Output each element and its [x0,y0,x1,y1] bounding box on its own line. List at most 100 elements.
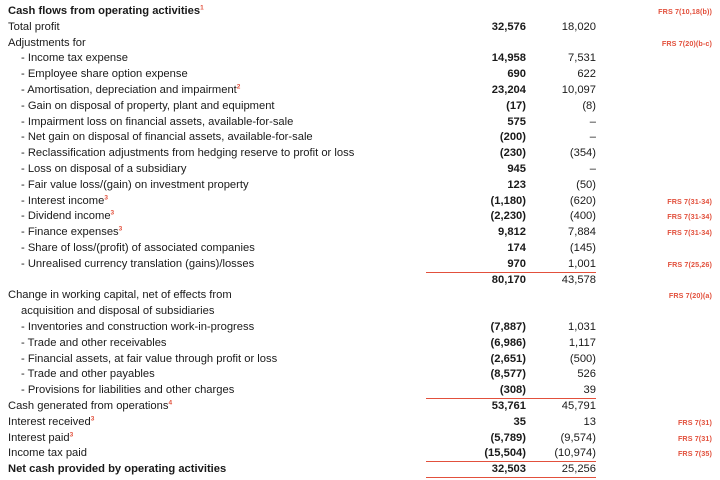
frs-reference: FRS 7(20)(a) [668,291,712,301]
statement-row: - Employee share option expense 690 622 [8,67,712,83]
statement-row: - Inventories and construction work-in-p… [8,320,712,336]
row-label: - Impairment loss on financial assets, a… [8,115,426,131]
prior-year-value: (500) [569,352,596,365]
statement-row: - Finance expenses3 9,812 7,884 FRS 7(31… [8,225,712,241]
current-year-value: (2,230) [490,210,526,223]
guidance-note-superscript: 3 [104,193,108,201]
row-label: - Share of loss/(profit) of associated c… [8,241,426,257]
prior-year-value: 25,256 [561,463,596,476]
row-label: - Amortisation, depreciation and impairm… [8,83,426,99]
current-year-value: 53,761 [491,399,526,412]
prior-year-value: 43,578 [561,273,596,286]
prior-year-value: 45,791 [561,399,596,412]
current-year-value: 32,503 [491,463,526,476]
frs-reference: FRS 7(31-34) [667,212,712,222]
guidance-note-superscript: 3 [69,430,74,438]
statement-row: Income tax paid (15,504) (10,974) FRS 7(… [8,446,712,463]
statement-row: - Interest income3 (1,180) (620) FRS 7(3… [8,194,712,210]
row-values: (230) (354) [426,146,596,162]
current-year-value: 575 [507,115,526,128]
row-values: 690 622 [426,67,596,83]
current-year-value: 23,204 [491,83,526,96]
row-label-text: - Amortisation, depreciation and impairm… [21,83,237,96]
row-values: 53,761 45,791 [426,399,596,415]
guidance-note-superscript: 3 [118,225,123,233]
row-values: 174 (145) [426,241,596,257]
row-label: - Income tax expense [8,51,426,67]
row-label-text: Interest paid [8,431,70,444]
row-label-text: acquisition and disposal of subsidiaries [21,305,215,318]
prior-year-value: 39 [583,384,596,397]
current-year-value: 9,812 [498,226,526,239]
row-values: 35 13 [426,415,596,431]
prior-year-value: 1,117 [568,336,596,349]
statement-row: - Trade and other receivables (6,986) 1,… [8,336,712,352]
statement-row: Interest received3 35 13 FRS 7(31) [8,415,712,431]
frs-reference: FRS 7(20)(b-c) [661,38,712,48]
statement-row: - Reclassification adjustments from hedg… [8,146,712,162]
row-label-text: - Trade and other receivables [21,336,167,349]
current-year-value: 123 [507,178,526,191]
row-values: (5,789) (9,574) [426,431,596,447]
row-values [426,36,596,52]
row-label-text: Net cash provided by operating activitie… [8,463,227,476]
row-label-text: - Loss on disposal of a subsidiary [21,162,187,175]
prior-year-value: (10,974) [554,447,596,460]
row-label-text: - Trade and other payables [21,368,155,381]
current-year-value: (6,986) [490,336,526,349]
row-values: 123 (50) [426,178,596,194]
guidance-note-superscript: 3 [90,414,95,422]
statement-row: Total profit 32,576 18,020 [8,20,712,36]
row-label: - Fair value loss/(gain) on investment p… [8,178,426,194]
row-values: (200) – [426,130,596,146]
statement-row: Change in working capital, net of effect… [8,288,712,304]
frs-reference: FRS 7(31-34) [667,228,712,238]
row-label: Total profit [8,20,426,36]
row-label-text: - Employee share option expense [21,68,188,81]
row-label: Cash generated from operations4 [8,399,426,415]
current-year-value: 970 [507,257,526,270]
current-year-value: (2,651) [490,352,526,365]
current-year-value: 174 [507,241,526,254]
row-label: - Reclassification adjustments from hedg… [8,146,426,162]
prior-year-value: 1,031 [568,320,596,333]
current-year-value: (200) [499,131,526,144]
statement-row: Adjustments for FRS 7(20)(b-c) [8,36,712,52]
row-label: Adjustments for [8,36,426,52]
guidance-note-superscript: 1 [200,4,204,12]
row-label-text: Total profit [8,20,60,33]
row-label-text: Change in working capital, net of effect… [8,289,232,302]
row-label: - Unrealised currency translation (gains… [8,257,426,273]
row-label-text: - Impairment loss on financial assets, a… [21,115,294,128]
current-year-value: (5,789) [490,431,526,444]
row-label-text: Cash generated from operations [8,399,169,412]
row-values: 32,503 25,256 [426,462,596,478]
prior-year-value: – [589,162,596,175]
current-year-value: (1,180) [490,194,526,207]
row-values: (17) (8) [426,99,596,115]
statement-row: Cash generated from operations4 53,761 4… [8,399,712,415]
statement-row: - Share of loss/(profit) of associated c… [8,241,712,257]
row-label-text: - Inventories and construction work-in-p… [21,320,255,333]
row-label-text: - Share of loss/(profit) of associated c… [21,241,255,254]
row-values: 32,576 18,020 [426,20,596,36]
row-label: Interest received3 [8,415,426,431]
row-values: 9,812 7,884 [426,225,596,241]
statement-row: - Provisions for liabilities and other c… [8,383,712,399]
prior-year-value: 1,001 [568,257,596,270]
statement-row: - Net gain on disposal of financial asse… [8,130,712,146]
statement-row: - Financial assets, at fair value throug… [8,352,712,368]
row-values: 945 – [426,162,596,178]
row-values: (7,887) 1,031 [426,320,596,336]
current-year-value: 80,170 [491,273,526,286]
statement-row: Net cash provided by operating activitie… [8,462,712,478]
row-label-text: - Reclassification adjustments from hedg… [21,147,355,160]
row-label-text: - Gain on disposal of property, plant an… [21,99,275,112]
prior-year-value: 10,097 [561,83,596,96]
prior-year-value: (620) [569,194,596,207]
row-label-text: - Income tax expense [21,52,128,65]
statement-row: - Unrealised currency translation (gains… [8,257,712,273]
statement-row: - Gain on disposal of property, plant an… [8,99,712,115]
row-values: 23,204 10,097 [426,83,596,99]
